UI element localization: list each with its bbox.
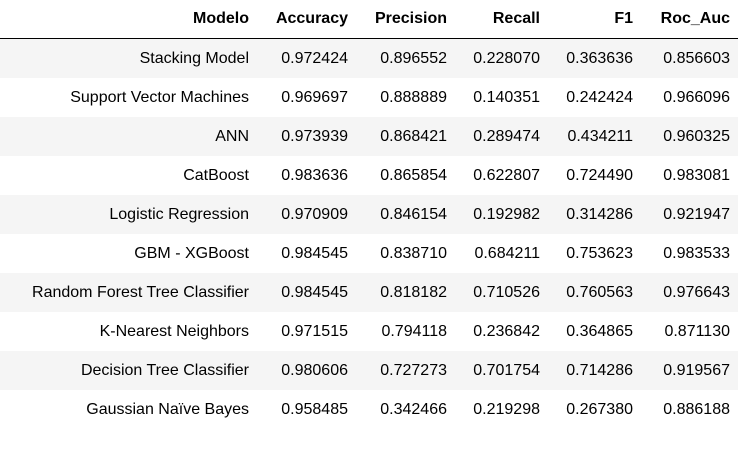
metric-cell: 0.434211 xyxy=(567,127,633,145)
model-name: Stacking Model xyxy=(139,49,249,67)
metric-cell: 0.972424 xyxy=(281,49,348,67)
column-header: Recall xyxy=(455,0,548,39)
model-name: Logistic Regression xyxy=(109,205,249,223)
metric-cell: 0.753623 xyxy=(566,244,633,262)
column-header: Precision xyxy=(356,0,455,39)
column-header: F1 xyxy=(548,0,641,39)
metric-cell: 0.192982 xyxy=(473,205,540,223)
metric-cell: 0.984545 xyxy=(281,283,348,301)
metric-cell: 0.314286 xyxy=(566,205,633,223)
metric-cell: 0.342466 xyxy=(380,400,447,418)
metric-cell: 0.267380 xyxy=(566,400,633,418)
table-row: CatBoost 0.983636 0.865854 0.622807 0.724490… xyxy=(0,156,738,195)
metric-cell: 0.871130 xyxy=(664,322,730,340)
metric-cell: 0.364865 xyxy=(566,322,633,340)
metric-cell: 0.983081 xyxy=(663,166,730,184)
metric-cell: 0.622807 xyxy=(473,166,540,184)
metric-cell: 0.363636 xyxy=(566,49,633,67)
table-row: Stacking Model 0.972424 0.896552 0.228070 0.… xyxy=(0,38,738,78)
header-row: Modelo Accuracy Precision Recall F1 Roc_Auc xyxy=(0,0,738,39)
metric-cell: 0.868421 xyxy=(380,127,447,145)
column-header: Roc_Auc xyxy=(641,0,738,39)
metric-cell: 0.818182 xyxy=(380,283,447,301)
metric-cell: 0.760563 xyxy=(566,283,633,301)
metric-cell: 0.958485 xyxy=(281,400,348,418)
model-name: GBM - XGBoost xyxy=(134,244,249,262)
metric-cell: 0.970909 xyxy=(281,205,348,223)
metric-cell: 0.886188 xyxy=(663,400,730,418)
metric-cell: 0.966096 xyxy=(663,88,730,106)
metric-cell: 0.701754 xyxy=(473,361,540,379)
column-header: Modelo xyxy=(0,0,257,39)
table-row: Gaussian Naïve Bayes 0.958485 0.342466 0.21… xyxy=(0,390,738,429)
table-row: Random Forest Tree Classifier 0.984545 0.8… xyxy=(0,273,738,312)
metric-cell: 0.969697 xyxy=(281,88,348,106)
table-row: Logistic Regression 0.970909 0.846154 0.192… xyxy=(0,195,738,234)
metric-cell: 0.242424 xyxy=(566,88,633,106)
metric-cell: 0.219298 xyxy=(473,400,540,418)
table-row: GBM - XGBoost 0.984545 0.838710 0.684211 0.7… xyxy=(0,234,738,273)
column-header: Accuracy xyxy=(257,0,356,39)
metric-cell: 0.971515 xyxy=(281,322,348,340)
model-name: Decision Tree Classifier xyxy=(80,361,249,379)
metric-cell: 0.710526 xyxy=(473,283,540,301)
metric-cell: 0.896552 xyxy=(380,49,447,67)
metric-cell: 0.865854 xyxy=(380,166,447,184)
table-row: ANN 0.973939 0.868421 0.289474 0.434211 0.960… xyxy=(0,117,738,156)
model-name: Support Vector Machines xyxy=(70,88,249,106)
table-row: Support Vector Machines 0.969697 0.888889 0… xyxy=(0,78,738,117)
model-name: ANN xyxy=(215,127,249,145)
metric-cell: 0.888889 xyxy=(380,88,447,106)
metric-cell: 0.856603 xyxy=(663,49,730,67)
table-row: Decision Tree Classifier 0.980606 0.727273… xyxy=(0,351,738,390)
metric-cell: 0.973939 xyxy=(281,127,348,145)
results-table: Modelo Accuracy Precision Recall F1 Roc_Auc S… xyxy=(0,0,738,430)
model-name: Gaussian Naïve Bayes xyxy=(86,400,249,418)
metric-cell: 0.724490 xyxy=(566,166,633,184)
metric-cell: 0.976643 xyxy=(663,283,730,301)
model-name: Random Forest Tree Classifier xyxy=(32,283,249,301)
metric-cell: 0.140351 xyxy=(473,88,540,106)
metric-cell: 0.727273 xyxy=(380,361,447,379)
metric-cell: 0.921947 xyxy=(663,205,730,223)
metric-cell: 0.228070 xyxy=(473,49,540,67)
metric-cell: 0.983636 xyxy=(281,166,348,184)
model-name: CatBoost xyxy=(183,166,249,184)
metric-cell: 0.846154 xyxy=(380,205,447,223)
metric-cell: 0.684211 xyxy=(474,244,540,262)
metric-cell: 0.919567 xyxy=(663,361,730,379)
metric-cell: 0.960325 xyxy=(663,127,730,145)
metric-cell: 0.983533 xyxy=(663,244,730,262)
metric-cell: 0.984545 xyxy=(281,244,348,262)
metric-cell: 0.980606 xyxy=(281,361,348,379)
model-name: K-Nearest Neighbors xyxy=(99,322,249,340)
table-body: Stacking Model 0.972424 0.896552 0.228070 0.… xyxy=(0,38,738,430)
metric-cell: 0.794118 xyxy=(381,322,447,340)
metric-cell: 0.838710 xyxy=(380,244,447,262)
metric-cell: 0.289474 xyxy=(473,127,540,145)
metric-cell: 0.236842 xyxy=(473,322,540,340)
table-row: K-Nearest Neighbors 0.971515 0.794118 0.236… xyxy=(0,312,738,351)
table-header: Modelo Accuracy Precision Recall F1 Roc_Auc xyxy=(0,0,738,39)
metric-cell: 0.714286 xyxy=(566,361,633,379)
